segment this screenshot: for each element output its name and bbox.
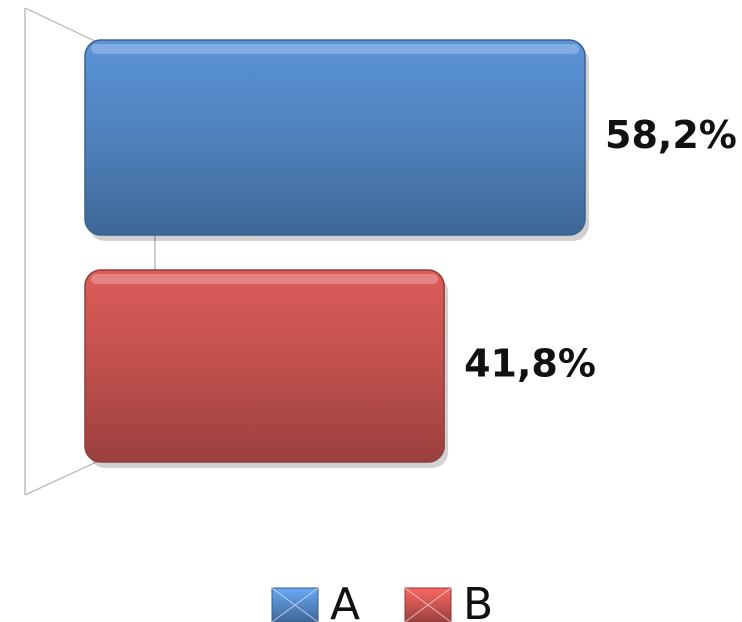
bar-body <box>84 269 445 463</box>
bar-highlight <box>91 274 439 284</box>
bar-body <box>84 39 586 236</box>
value-label: 41,8% <box>464 342 596 386</box>
bar-highlight <box>91 44 579 54</box>
bar <box>84 269 449 468</box>
legend-swatch-bevel <box>404 587 452 622</box>
legend-label: B <box>463 579 493 622</box>
bar <box>84 39 589 241</box>
legend-label: A <box>330 579 360 622</box>
value-label: 58,2% <box>605 113 737 157</box>
legend-swatch-bevel <box>271 587 319 622</box>
